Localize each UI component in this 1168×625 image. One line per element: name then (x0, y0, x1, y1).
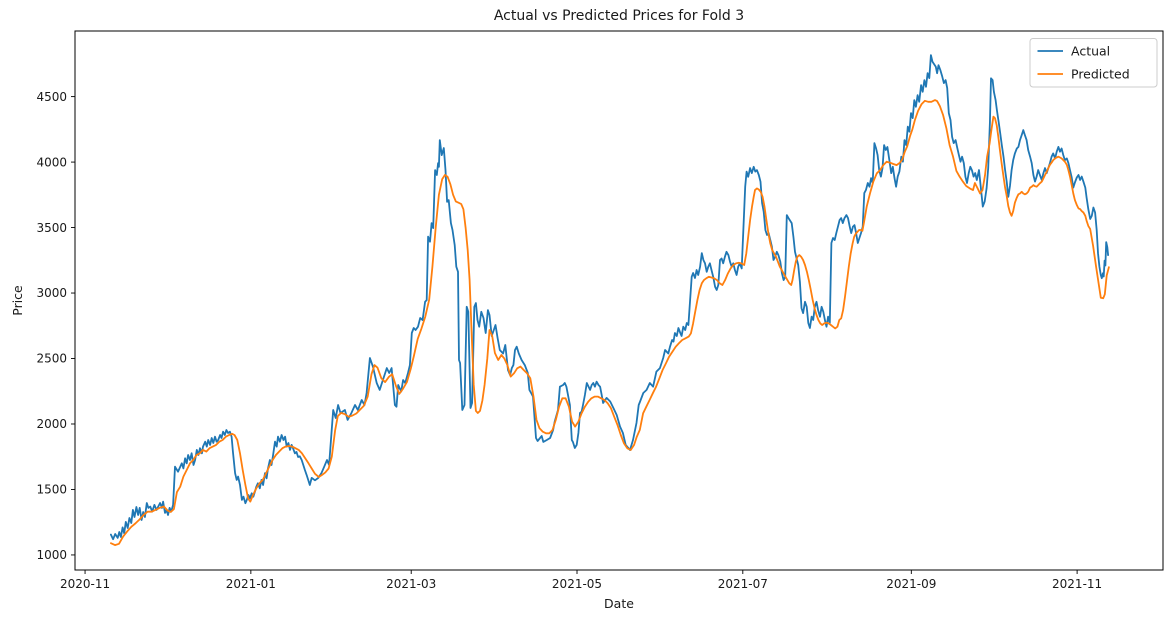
y-tick-label: 3000 (36, 286, 67, 300)
axes-spines (74, 30, 1164, 571)
y-tick-label: 4000 (36, 155, 67, 169)
x-tick-label: 2021-11 (1052, 577, 1102, 591)
legend: Actual Predicted (1029, 38, 1158, 88)
x-axis-ticks: 2020-11 2021-01 2021-03 2021-05 2021-07 2021-… (60, 570, 1102, 591)
y-tick-label: 2000 (36, 417, 67, 431)
y-axis-label: Price (10, 285, 25, 316)
y-tick-label: 2500 (36, 352, 67, 366)
x-tick-label: 2021-01 (226, 577, 276, 591)
legend-label-predicted: Predicted (1071, 67, 1130, 82)
x-tick-label: 2021-03 (386, 577, 436, 591)
series-line-predicted (110, 99, 1110, 546)
data-series (110, 54, 1110, 546)
x-tick-label: 2021-07 (718, 577, 768, 591)
y-axis-ticks: 1000 1500 2000 2500 3000 3500 4000 4500 (36, 90, 75, 562)
legend-label-actual: Actual (1071, 44, 1110, 59)
x-tick-label: 2021-05 (552, 577, 602, 591)
x-tick-label: 2021-09 (886, 577, 936, 591)
x-tick-label: 2020-11 (60, 577, 110, 591)
y-tick-label: 1500 (36, 483, 67, 497)
y-tick-label: 3500 (36, 221, 67, 235)
y-tick-label: 1000 (36, 548, 67, 562)
y-tick-label: 4500 (36, 90, 67, 104)
x-axis-label: Date (604, 596, 634, 611)
chart-title: Actual vs Predicted Prices for Fold 3 (494, 8, 744, 24)
